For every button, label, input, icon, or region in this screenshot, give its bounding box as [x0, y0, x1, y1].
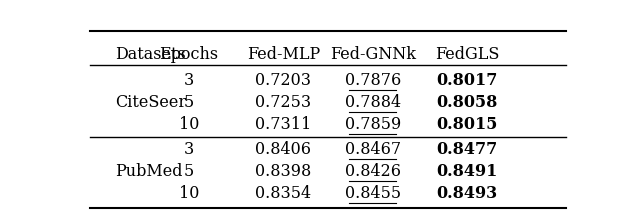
Text: 0.7253: 0.7253: [255, 94, 312, 111]
Text: Datasets: Datasets: [115, 46, 186, 64]
Text: CiteSeer: CiteSeer: [115, 94, 186, 111]
Text: 0.8406: 0.8406: [255, 141, 312, 158]
Text: FedGLS: FedGLS: [435, 46, 499, 64]
Text: PubMed: PubMed: [115, 163, 182, 180]
Text: 0.7311: 0.7311: [255, 116, 312, 132]
Text: 5: 5: [184, 163, 195, 180]
Text: 0.8493: 0.8493: [436, 185, 497, 202]
Text: 0.7203: 0.7203: [255, 72, 312, 89]
Text: 10: 10: [179, 185, 199, 202]
Text: 0.8017: 0.8017: [436, 72, 497, 89]
Text: 0.8426: 0.8426: [344, 163, 401, 180]
Text: 0.8455: 0.8455: [344, 185, 401, 202]
Text: 0.8058: 0.8058: [436, 94, 497, 111]
Text: 0.8477: 0.8477: [436, 141, 497, 158]
Text: 0.8015: 0.8015: [436, 116, 497, 132]
Text: 0.7884: 0.7884: [344, 94, 401, 111]
Text: Epochs: Epochs: [159, 46, 219, 64]
Text: 0.7876: 0.7876: [344, 72, 401, 89]
Text: 0.8491: 0.8491: [436, 163, 497, 180]
Text: 3: 3: [184, 141, 195, 158]
Text: 0.8354: 0.8354: [255, 185, 312, 202]
Text: 0.8398: 0.8398: [255, 163, 312, 180]
Text: Fed-GNNk: Fed-GNNk: [330, 46, 415, 64]
Text: 10: 10: [179, 116, 199, 132]
Text: 0.7859: 0.7859: [344, 116, 401, 132]
Text: 5: 5: [184, 94, 195, 111]
Text: 3: 3: [184, 72, 195, 89]
Text: 0.8467: 0.8467: [344, 141, 401, 158]
Text: Fed-MLP: Fed-MLP: [247, 46, 320, 64]
